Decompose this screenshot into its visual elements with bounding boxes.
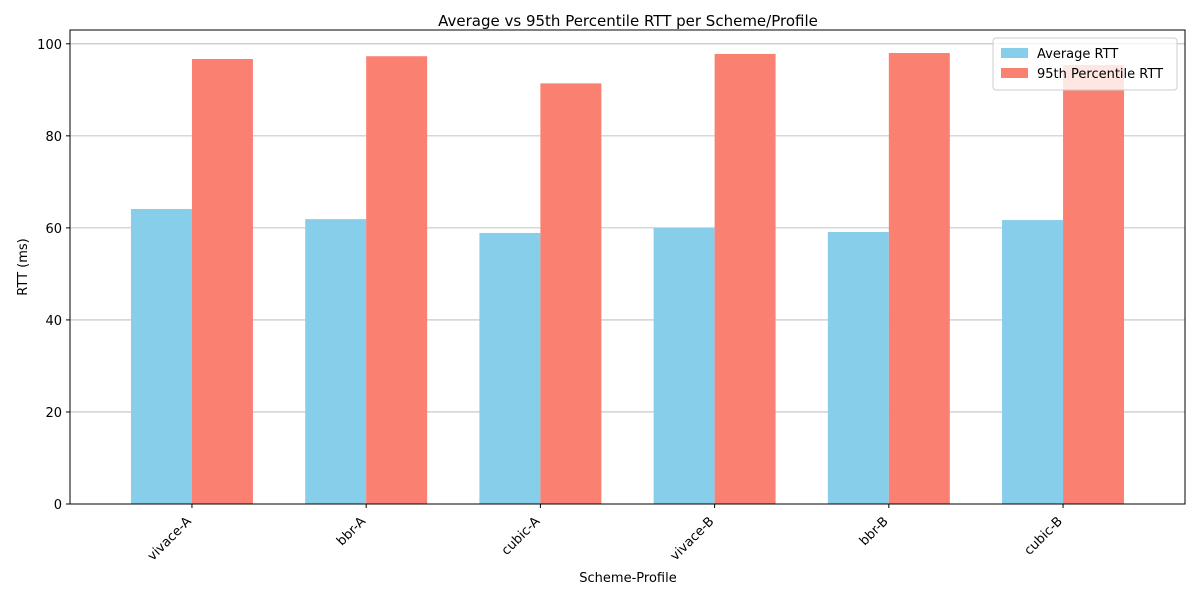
bar-p95-rtt-vivace-A bbox=[191, 58, 253, 504]
legend-swatch bbox=[1001, 48, 1028, 58]
bar-p95-rtt-vivace-B bbox=[714, 53, 776, 505]
legend-label: 95th Percentile RTT bbox=[1037, 67, 1163, 82]
bar-p95-rtt-cubic-A bbox=[540, 83, 602, 505]
bar-p95-rtt-cubic-B bbox=[1063, 64, 1125, 504]
legend: Average RTT 95th Percentile RTT bbox=[992, 37, 1178, 91]
y-tick-label: 100 bbox=[37, 38, 62, 53]
x-axis-label: Scheme-Profile bbox=[579, 571, 676, 586]
bar-average-rtt-bbr-A bbox=[305, 219, 367, 504]
y-tick-label: 40 bbox=[45, 314, 62, 329]
bar-p95-rtt-bbr-A bbox=[366, 56, 428, 504]
x-tick-label: vivace-A bbox=[145, 514, 195, 564]
legend-box bbox=[992, 37, 1178, 91]
y-tick-label: 20 bbox=[45, 406, 62, 421]
x-axis-ticks: vivace-A bbr-A cubic-A vivace-B bbr-B cubic-B bbox=[145, 504, 1066, 564]
bar-average-rtt-vivace-B bbox=[653, 227, 715, 505]
bar-average-rtt-cubic-B bbox=[1002, 220, 1064, 505]
y-tick-label: 80 bbox=[45, 130, 62, 145]
x-tick-label: cubic-B bbox=[1022, 514, 1066, 558]
y-axis-ticks: 0 20 40 60 80 100 bbox=[37, 38, 70, 513]
bar-average-rtt-cubic-A bbox=[479, 232, 541, 505]
bar-p95-rtt-bbr-B bbox=[888, 53, 950, 505]
gridlines bbox=[70, 43, 1185, 413]
y-tick-label: 0 bbox=[54, 498, 62, 513]
bars bbox=[130, 53, 1125, 505]
chart-title: Average vs 95th Percentile RTT per Schem… bbox=[438, 12, 818, 30]
plot-frame bbox=[69, 29, 1186, 505]
x-tick-label: vivace-B bbox=[668, 514, 718, 564]
legend-swatch bbox=[1001, 68, 1028, 78]
y-axis-label: RTT (ms) bbox=[16, 238, 31, 295]
x-tick-label: bbr-B bbox=[857, 514, 892, 549]
x-tick-label: cubic-A bbox=[499, 514, 543, 558]
x-tick-label: bbr-A bbox=[334, 514, 369, 549]
y-tick-label: 60 bbox=[45, 222, 62, 237]
bar-average-rtt-vivace-A bbox=[130, 209, 192, 504]
bar-average-rtt-bbr-B bbox=[827, 232, 889, 504]
legend-label: Average RTT bbox=[1037, 47, 1118, 62]
